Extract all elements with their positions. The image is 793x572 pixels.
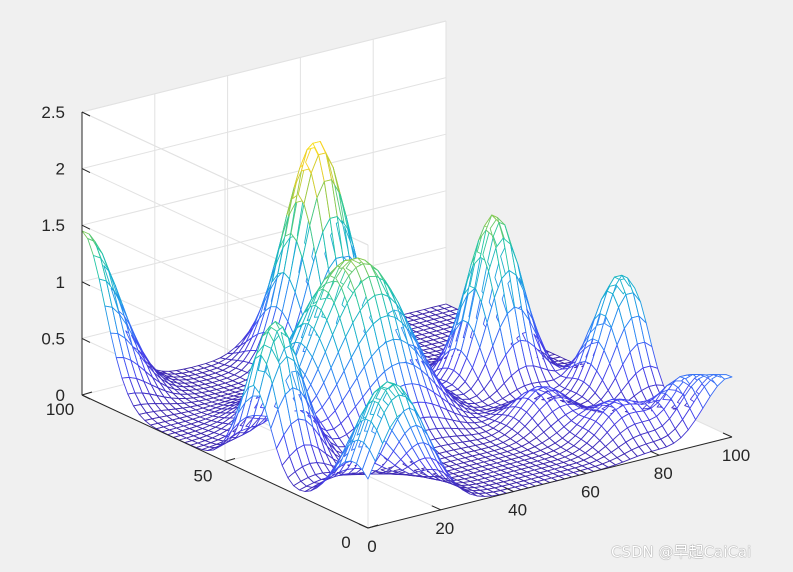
mesh-surface (81, 141, 733, 497)
y-tick-mark (81, 391, 93, 396)
grid-z-back (81, 190, 447, 283)
z-tick-label: 2 (56, 160, 65, 179)
watermark-text: CSDN @早起CaiCai (611, 543, 752, 561)
x-tick-label: 100 (722, 446, 750, 465)
z-tick-mark (81, 337, 91, 343)
mesh-cell (718, 374, 733, 380)
y-tick-label: 50 (194, 467, 213, 486)
x-tick-label: 40 (508, 501, 527, 520)
x-tick-mark (358, 523, 369, 529)
x-tick-mark (431, 505, 442, 511)
z-tick-mark (81, 111, 91, 117)
x-tick-label: 80 (654, 464, 673, 483)
z-tick-mark (81, 394, 91, 400)
x-tick-mark (649, 450, 660, 456)
z-tick-mark (81, 281, 91, 287)
x-tick-label: 20 (435, 519, 454, 538)
z-tick-mark (81, 168, 91, 174)
z-tick-label: 1.5 (41, 216, 65, 235)
axis-lines (81, 111, 733, 529)
y-tick-mark (224, 458, 236, 462)
x-tick-label: 60 (581, 482, 600, 501)
z-tick-label: 1 (56, 273, 65, 292)
x-tick-label: 0 (367, 537, 376, 556)
y-tick-label: 100 (46, 400, 74, 419)
x-tick-mark (577, 468, 587, 474)
y-tick-mark (367, 524, 379, 529)
z-tick-label: 0.5 (41, 329, 65, 348)
box-edge (81, 20, 447, 113)
grid-z-back (81, 246, 447, 339)
x-axis-line (367, 436, 733, 529)
z-tick-label: 2.5 (41, 103, 65, 122)
y-tick-label: 0 (341, 533, 350, 552)
x-tick-mark (722, 432, 733, 438)
grid-z-back (81, 77, 447, 170)
x-tick-mark (504, 487, 514, 493)
grid-z-back (81, 133, 447, 226)
z-tick-mark (81, 224, 91, 230)
z-tick-label: 0 (56, 386, 65, 405)
